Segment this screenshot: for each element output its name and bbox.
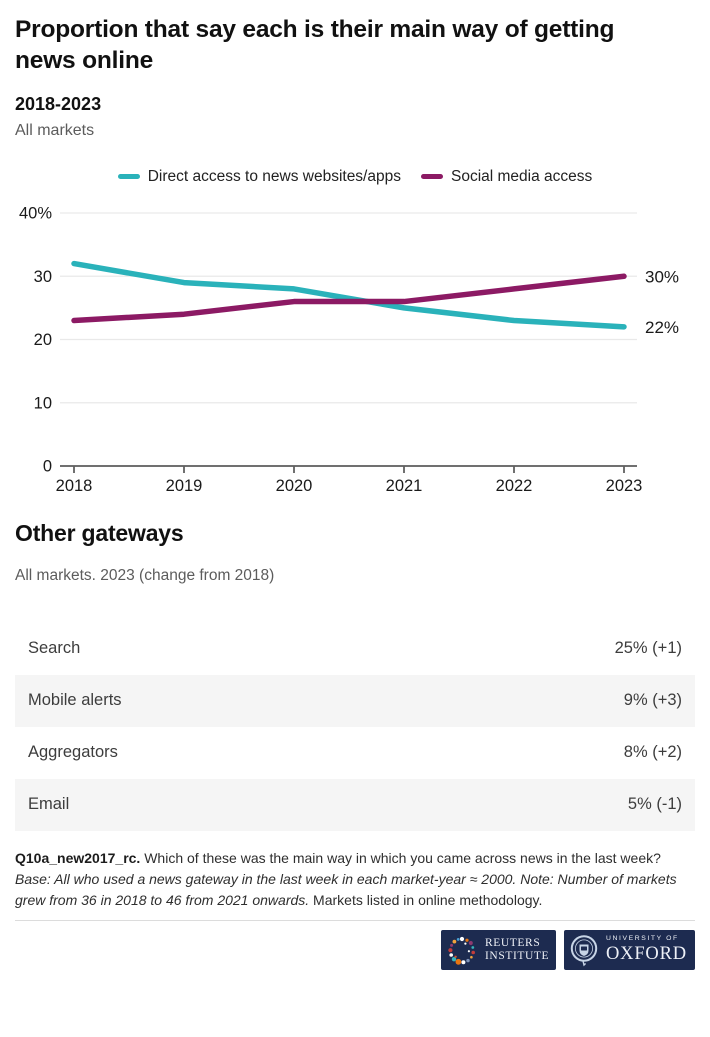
footnote: Q10a_new2017_rc. Which of these was the … [15, 848, 695, 911]
footnote-segment: Markets listed in online methodology. [309, 891, 543, 908]
svg-text:40%: 40% [19, 204, 52, 222]
legend-item-direct-access: Direct access to news websites/apps [117, 167, 401, 186]
svg-text:2022: 2022 [496, 477, 533, 495]
legend-label-social-media: Social media access [450, 167, 593, 185]
chart-scope-label: All markets [15, 121, 95, 139]
row-value: 5% (-1) [627, 795, 682, 814]
direct-access-swatch-icon [117, 174, 140, 180]
other-gateways-caption: All markets. 2023 (change from 2018) [15, 566, 275, 584]
table-row: Aggregators 8% (+2) [15, 727, 695, 779]
svg-text:2018: 2018 [56, 477, 93, 495]
svg-text:30: 30 [34, 267, 52, 285]
table-row: Mobile alerts 9% (+3) [15, 674, 695, 727]
row-value: 9% (+3) [623, 691, 682, 710]
oxford-university-logo: UNIVERSITY OF OXFORD [564, 929, 695, 970]
row-label: Aggregators [28, 743, 118, 762]
other-gateways-table: Search 25% (+1) Mobile alerts 9% (+3) Ag… [15, 623, 695, 831]
svg-text:20: 20 [34, 331, 52, 349]
row-label: Email [28, 795, 70, 814]
footnote-segment: Q10a_new2017_rc. [15, 849, 141, 866]
other-gateways-heading: Other gateways [15, 519, 184, 546]
svg-text:2023: 2023 [606, 477, 643, 495]
oxford-crest-icon [570, 935, 598, 967]
reuters-logo-line2: INSTITUTE [485, 949, 550, 962]
footer-logos: REUTERS INSTITUTE UNIVERSITY OF OXFORD [15, 929, 695, 970]
svg-text:0: 0 [43, 457, 52, 475]
row-label: Search [28, 639, 81, 658]
row-value: 25% (+1) [614, 639, 682, 658]
svg-text:2021: 2021 [386, 477, 423, 495]
table-row: Email 5% (-1) [15, 778, 695, 831]
row-label: Mobile alerts [28, 691, 122, 710]
legend-label-direct-access: Direct access to news websites/apps [147, 167, 401, 185]
chart-legend: Direct access to news websites/apps Soci… [15, 168, 695, 186]
social-media-swatch-icon [420, 174, 443, 180]
line-chart: 0 10 20 30 40% 2018 2019 2020 2021 2022 2023 22% 30% [0, 186, 710, 496]
svg-text:10: 10 [34, 394, 52, 412]
svg-text:2019: 2019 [166, 477, 203, 495]
table-row: Search 25% (+1) [15, 623, 695, 675]
oxford-logo-line1: UNIVERSITY OF [606, 935, 679, 943]
svg-text:30%: 30% [645, 267, 679, 286]
row-value: 8% (+2) [623, 743, 682, 762]
legend-item-social-media: Social media access [420, 167, 593, 186]
line-chart-canvas: 0 10 20 30 40% 2018 2019 2020 2021 2022 2023 22% 30% [19, 204, 679, 495]
reuters-institute-logo: REUTERS INSTITUTE [441, 929, 556, 970]
svg-text:22%: 22% [645, 318, 679, 337]
footnote-segment: Base: All who used a news gateway in the… [15, 870, 677, 908]
reuters-dotted-ring-icon [448, 936, 475, 965]
footer-divider [15, 919, 695, 921]
oxford-logo-line2: OXFORD [606, 943, 687, 964]
page-title: Proportion that say each is their main w… [15, 16, 615, 75]
chart-subtitle-years: 2018-2023 [15, 93, 102, 114]
footnote-segment: Which of these was the main way in which… [140, 849, 661, 866]
svg-text:2020: 2020 [276, 477, 313, 495]
reuters-logo-line1: REUTERS [485, 936, 541, 949]
